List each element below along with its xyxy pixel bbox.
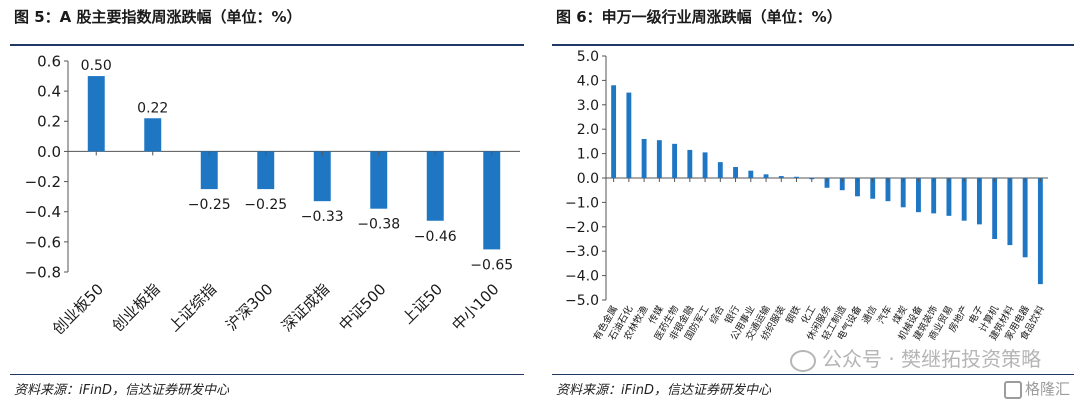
right-chart-bar (946, 178, 952, 216)
left-chart-category-label: 上证综指 (165, 280, 220, 335)
left-chart-bar (144, 118, 162, 152)
right-chart-y-tick-label: 1.0 (577, 147, 599, 163)
right-chart-bar (626, 92, 632, 178)
right-chart-bar (885, 178, 891, 202)
right-chart-category-label: 钢铁 (783, 303, 803, 326)
left-title-rule (10, 44, 524, 46)
right-chart-bar (611, 85, 617, 178)
left-chart-category-label: 中证500 (335, 280, 389, 334)
left-chart-bar (370, 151, 388, 209)
left-source-note: 资料来源：iFinD，信达证券研发中心 (14, 383, 229, 398)
left-chart-category-label: 中小100 (448, 280, 502, 334)
right-chart-bar (763, 174, 769, 178)
right-chart-bar (976, 178, 982, 225)
left-chart-y-tick-label: 0.0 (37, 143, 61, 161)
left-chart-category-label: 创业板指 (108, 280, 163, 335)
right-chart-y-tick-label: −5.0 (565, 293, 599, 309)
left-chart-bar (426, 151, 444, 221)
left-chart-category-label: 创业板50 (49, 280, 107, 338)
left-chart-bar (200, 151, 218, 190)
right-chart-bar (1037, 178, 1043, 285)
left-chart-data-label: 0.22 (137, 100, 168, 116)
left-chart-y-tick-label: 0.4 (37, 83, 61, 101)
right-title-rule (552, 44, 1074, 46)
left-chart-bar (483, 151, 501, 250)
watermark: 公众号 · 樊继拓投资策略 (790, 343, 1041, 372)
left-chart-y-tick-label: −0.2 (25, 173, 61, 191)
right-chart-bar (1007, 178, 1013, 246)
right-chart-bar (656, 140, 662, 178)
right-chart-bar (794, 176, 799, 178)
left-chart-title: 图 5：A 股主要指数周涨跌幅（单位：%） (14, 8, 302, 26)
right-chart-bar (931, 178, 937, 214)
right-chart-title: 图 6：申万一级行业周涨跌幅（单位：%） (556, 8, 842, 26)
right-chart-category-label: 通信 (859, 304, 879, 326)
right-chart-bar (900, 178, 906, 208)
left-chart-data-label: −0.38 (357, 217, 400, 233)
right-chart-y-tick-label: −3.0 (565, 244, 599, 260)
right-chart-y-tick-label: 2.0 (577, 122, 599, 138)
right-chart-bar (687, 149, 693, 178)
left-source-rule (10, 374, 524, 375)
right-chart-bar (992, 178, 998, 239)
right-chart-bar (916, 178, 921, 213)
left-chart-bar (87, 76, 105, 152)
wechat-icon (790, 349, 816, 372)
right-chart-bar (702, 152, 708, 178)
right-chart-category-label: 综合 (707, 303, 727, 326)
right-chart-bar (824, 178, 830, 188)
brand-text: 格隆汇 (1025, 380, 1071, 398)
right-chart-y-tick-label: 0.0 (577, 171, 599, 187)
right-chart-bar (778, 176, 784, 178)
right-chart-y-tick-label: −1.0 (565, 195, 599, 211)
right-source-rule (552, 374, 1074, 375)
left-chart-y-tick-label: −0.6 (25, 233, 61, 251)
left-chart-y-tick-label: −0.4 (25, 203, 61, 221)
left-chart-bar (313, 151, 331, 202)
right-chart-y-tick-label: 5.0 (577, 49, 599, 65)
right-chart-bar (672, 143, 678, 178)
right-chart-bar (870, 178, 876, 199)
right-chart-y-tick-label: 4.0 (577, 73, 599, 89)
left-chart-data-label: −0.46 (414, 229, 457, 245)
left-chart-data-label: −0.33 (301, 209, 344, 225)
right-chart-bar (1022, 178, 1028, 258)
left-chart-data-label: −0.25 (244, 197, 287, 213)
right-chart-y-tick-label: −4.0 (565, 269, 599, 285)
right-chart-y-tick-label: 3.0 (577, 98, 599, 114)
right-chart-bar (839, 178, 845, 191)
right-chart-bar (961, 178, 967, 221)
right-chart-bar (855, 178, 860, 197)
right-chart-bar (733, 167, 738, 178)
watermark-text: 公众号 · 樊继拓投资策略 (822, 347, 1042, 371)
brand-logo-icon (1004, 380, 1022, 399)
left-chart-y-tick-label: 0.6 (37, 52, 61, 70)
right-chart-bar (717, 162, 723, 178)
left-chart-y-tick-label: −0.8 (25, 263, 61, 281)
right-chart-bar (641, 138, 647, 178)
left-chart-y-tick-label: 0.2 (37, 113, 61, 131)
brand-watermark: 格隆汇 (1004, 378, 1070, 399)
right-chart-category-label: 汽车 (875, 304, 895, 326)
left-chart-data-label: 0.50 (81, 58, 112, 74)
left-chart-bar (257, 151, 275, 190)
left-chart-category-label: 深证成指 (278, 280, 333, 335)
right-chart-bar (748, 170, 754, 178)
left-chart-data-label: −0.25 (188, 197, 231, 213)
left-chart-category-label: 沪深300 (222, 280, 276, 334)
left-chart-category-label: 上证50 (399, 280, 446, 327)
right-chart-y-tick-label: −2.0 (565, 220, 599, 236)
right-source-note: 资料来源：iFinD，信达证券研发中心 (556, 383, 771, 398)
left-chart-data-label: −0.65 (470, 257, 513, 273)
